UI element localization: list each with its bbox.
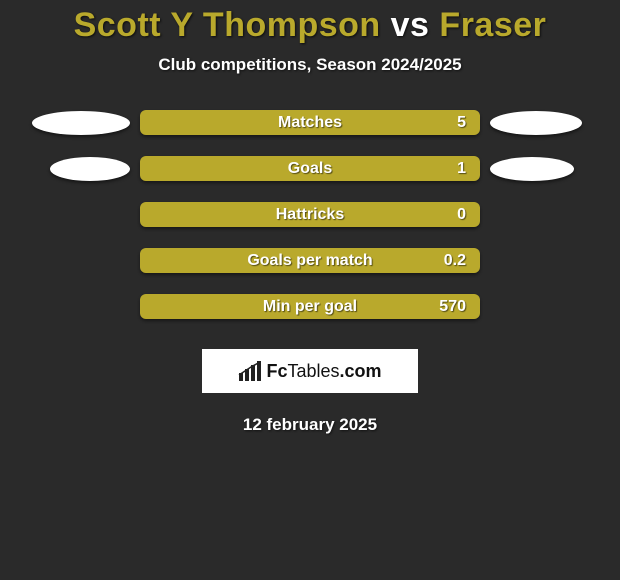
stat-value: 0.2 [444,252,466,270]
title-right: Fraser [439,6,546,44]
stat-bar: Min per goal 570 [140,294,480,319]
stats-list: Matches 5 Goals 1 Hattricks 0 Goals per match 0… [0,110,620,319]
stat-value: 5 [457,114,466,132]
stat-value: 570 [439,298,466,316]
stat-bar: Hattricks 0 [140,202,480,227]
stat-label: Hattricks [276,206,344,224]
title-left: Scott Y Thompson [74,6,381,44]
date-text: 12 february 2025 [0,415,620,435]
stat-label: Matches [278,114,342,132]
stat-bar: Goals per match 0.2 [140,248,480,273]
right-pill-slot [490,157,574,181]
stat-value: 1 [457,160,466,178]
stat-label: Goals [288,160,332,178]
bar-chart-icon [238,361,262,381]
right-pill-slot [490,111,582,135]
brand-logo[interactable]: FcTables.com [202,349,418,393]
brand-suffix: .com [340,361,382,381]
stat-bar: Goals 1 [140,156,480,181]
comparison-card: Scott Y Thompson vs Fraser Club competit… [0,0,620,435]
subtitle: Club competitions, Season 2024/2025 [0,55,620,75]
stat-label: Min per goal [263,298,357,316]
stat-row: Min per goal 570 [10,294,610,319]
brand-tables: Tables [287,361,339,381]
page-title: Scott Y Thompson vs Fraser [0,6,620,45]
stat-row: Hattricks 0 [10,202,610,227]
brand-text: FcTables.com [266,361,381,382]
stat-bar: Matches 5 [140,110,480,135]
stat-value: 0 [457,206,466,224]
stat-label: Goals per match [247,252,372,270]
title-vs: vs [391,6,430,44]
stat-row: Goals 1 [10,156,610,181]
stat-row: Goals per match 0.2 [10,248,610,273]
brand-fc: Fc [266,361,287,381]
left-pill-slot [50,157,130,181]
stat-row: Matches 5 [10,110,610,135]
left-pill-slot [32,111,130,135]
